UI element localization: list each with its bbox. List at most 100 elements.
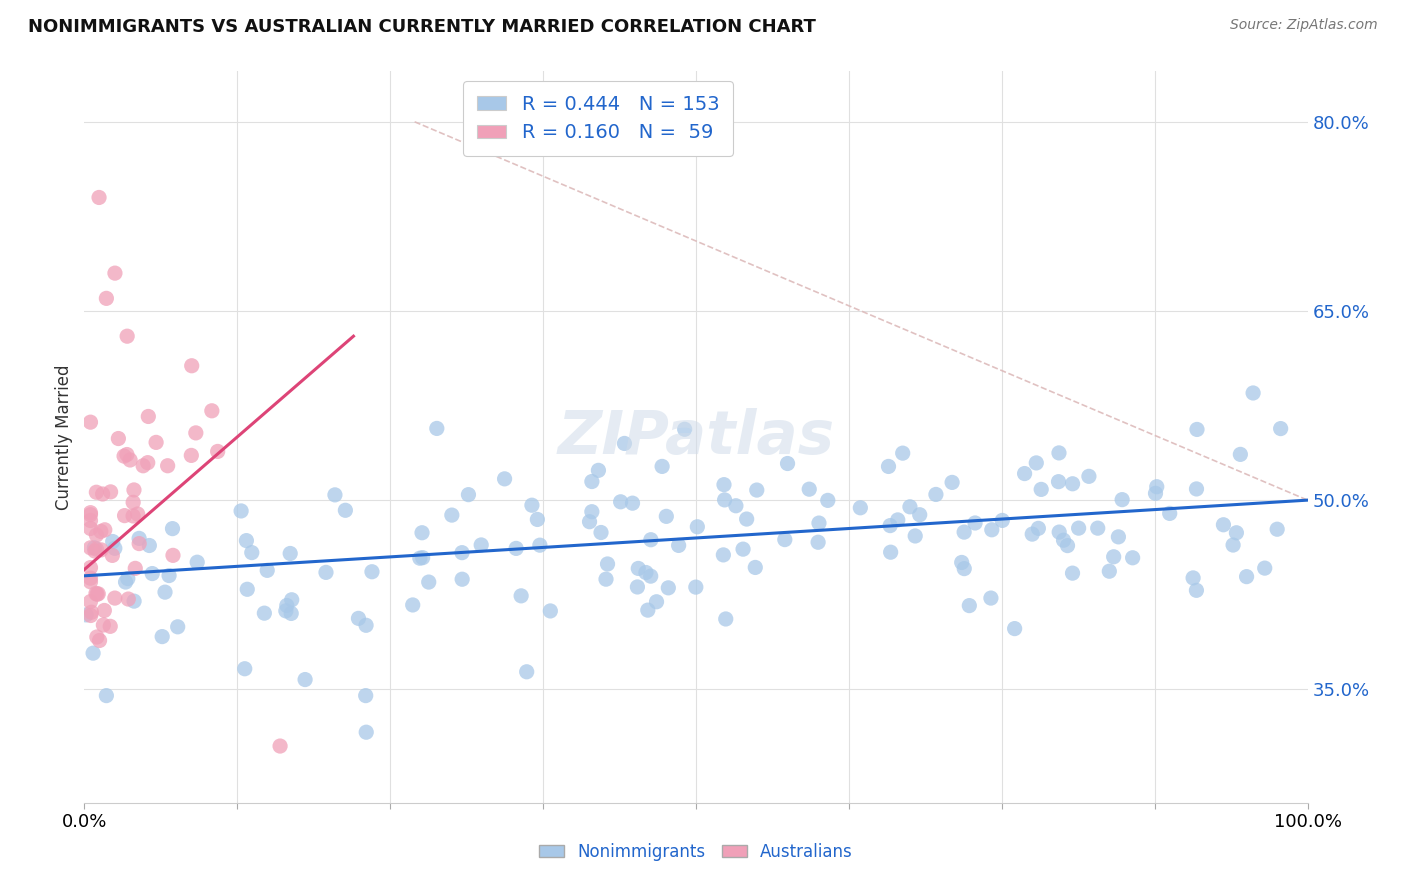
- Point: [494, 472, 516, 486]
- Point: [965, 516, 987, 530]
- Point: [744, 560, 766, 574]
- Point: [96, 291, 118, 305]
- Point: [451, 546, 474, 560]
- Point: [98, 619, 121, 633]
- Point: [90, 524, 112, 539]
- Point: [440, 508, 463, 522]
- Point: [138, 539, 160, 553]
- Point: [145, 435, 167, 450]
- Point: [280, 607, 302, 621]
- Point: [79, 514, 101, 528]
- Point: [627, 561, 650, 575]
- Point: [621, 496, 644, 510]
- Text: NONIMMIGRANTS VS AUSTRALIAN CURRENTLY MARRIED CORRELATION CHART: NONIMMIGRANTS VS AUSTRALIAN CURRENTLY MA…: [28, 18, 815, 36]
- Point: [354, 689, 377, 703]
- Point: [79, 506, 101, 520]
- Point: [713, 492, 735, 507]
- Text: Source: ZipAtlas.com: Source: ZipAtlas.com: [1230, 18, 1378, 32]
- Y-axis label: Currently Married: Currently Married: [55, 364, 73, 510]
- Point: [426, 421, 449, 435]
- Point: [101, 534, 124, 549]
- Point: [980, 523, 1002, 537]
- Point: [94, 523, 117, 537]
- Point: [91, 487, 114, 501]
- Point: [581, 505, 603, 519]
- Point: [82, 646, 104, 660]
- Point: [714, 612, 737, 626]
- Point: [79, 574, 101, 589]
- Point: [83, 544, 105, 558]
- Point: [1265, 522, 1288, 536]
- Point: [114, 508, 136, 523]
- Point: [280, 592, 302, 607]
- Point: [100, 484, 122, 499]
- Point: [180, 359, 202, 373]
- Point: [588, 463, 610, 477]
- Point: [1159, 507, 1181, 521]
- Point: [891, 446, 914, 460]
- Point: [516, 665, 538, 679]
- Point: [877, 459, 900, 474]
- Point: [180, 449, 202, 463]
- Point: [589, 525, 612, 540]
- Point: [613, 436, 636, 450]
- Point: [538, 604, 561, 618]
- Point: [235, 533, 257, 548]
- Point: [1014, 467, 1036, 481]
- Point: [136, 456, 159, 470]
- Point: [640, 533, 662, 547]
- Point: [79, 415, 101, 429]
- Point: [510, 589, 533, 603]
- Point: [1241, 386, 1264, 401]
- Point: [745, 483, 768, 497]
- Point: [1270, 421, 1292, 435]
- Point: [470, 538, 492, 552]
- Point: [673, 422, 696, 436]
- Point: [1185, 422, 1208, 436]
- Point: [122, 594, 145, 608]
- Point: [1236, 569, 1258, 583]
- Text: ZIPatlas: ZIPatlas: [557, 408, 835, 467]
- Point: [887, 513, 910, 527]
- Point: [402, 598, 425, 612]
- Point: [141, 566, 163, 581]
- Point: [991, 513, 1014, 527]
- Point: [153, 585, 176, 599]
- Point: [117, 572, 139, 586]
- Point: [953, 525, 976, 540]
- Point: [941, 475, 963, 490]
- Point: [1004, 622, 1026, 636]
- Point: [898, 500, 921, 514]
- Point: [124, 561, 146, 575]
- Point: [953, 561, 976, 575]
- Point: [1056, 539, 1078, 553]
- Point: [807, 535, 830, 549]
- Point: [411, 525, 433, 540]
- Point: [1028, 521, 1050, 535]
- Point: [117, 592, 139, 607]
- Point: [87, 587, 110, 601]
- Point: [1031, 483, 1053, 497]
- Point: [1111, 492, 1133, 507]
- Point: [1047, 525, 1070, 540]
- Point: [184, 425, 207, 440]
- Point: [773, 533, 796, 547]
- Point: [655, 509, 678, 524]
- Point: [122, 495, 145, 509]
- Point: [668, 538, 690, 552]
- Point: [879, 518, 901, 533]
- Point: [86, 542, 108, 557]
- Point: [1077, 469, 1099, 483]
- Point: [1052, 533, 1074, 548]
- Point: [731, 542, 754, 557]
- Point: [347, 611, 370, 625]
- Point: [156, 458, 179, 473]
- Point: [904, 529, 927, 543]
- Point: [361, 565, 384, 579]
- Point: [520, 498, 543, 512]
- Point: [278, 546, 301, 560]
- Point: [596, 557, 619, 571]
- Point: [451, 572, 474, 586]
- Point: [114, 575, 136, 590]
- Point: [713, 477, 735, 491]
